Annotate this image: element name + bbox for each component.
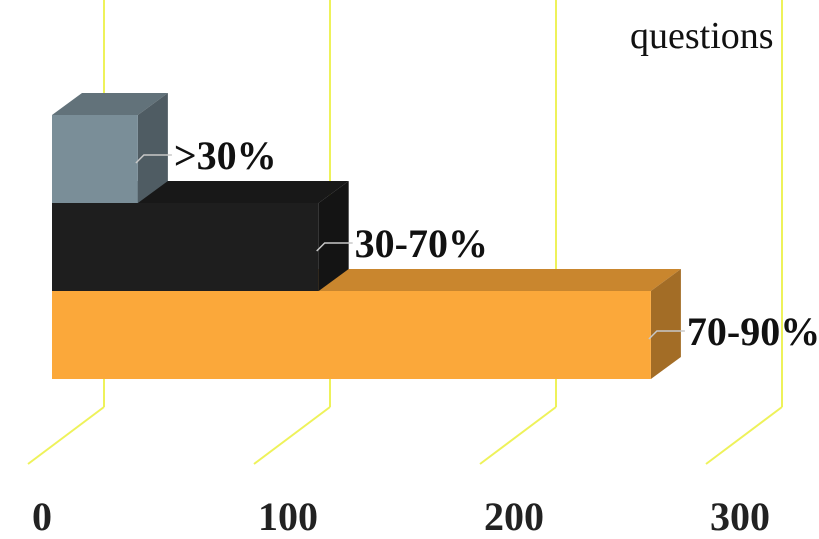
grid-line-floor [479, 406, 557, 465]
bar-front-face [52, 115, 138, 203]
bar-label: 70-90% [687, 309, 819, 354]
x-tick-label: 200 [484, 494, 544, 539]
bar->30% [52, 93, 168, 203]
bar-label: >30% [174, 133, 277, 178]
x-tick-label: 300 [710, 494, 770, 539]
grid-line-floor [705, 406, 783, 465]
bar-30-70% [52, 181, 349, 291]
bar-front-face [52, 203, 319, 291]
leader-line [648, 330, 685, 340]
x-tick-label: 0 [32, 494, 52, 539]
bar-side-face [650, 269, 681, 379]
bars [52, 93, 681, 379]
leader-line [316, 242, 353, 252]
bar-side-face [137, 93, 168, 203]
grid-line-floor [253, 406, 331, 465]
bar-labels: 70-90% 30-70% >30% [135, 133, 819, 354]
bar-side-face [318, 181, 349, 291]
bar-top-face [52, 93, 168, 115]
leader-line [135, 154, 172, 164]
bar-label: 30-70% [355, 221, 488, 266]
chart-title: questions [630, 15, 774, 57]
bar-front-face [52, 291, 651, 379]
grid-line-floor [27, 406, 105, 465]
x-tick-label: 100 [258, 494, 318, 539]
bar-70-90% [52, 269, 681, 379]
x-axis-ticks: 0 100 200 300 [32, 494, 770, 539]
